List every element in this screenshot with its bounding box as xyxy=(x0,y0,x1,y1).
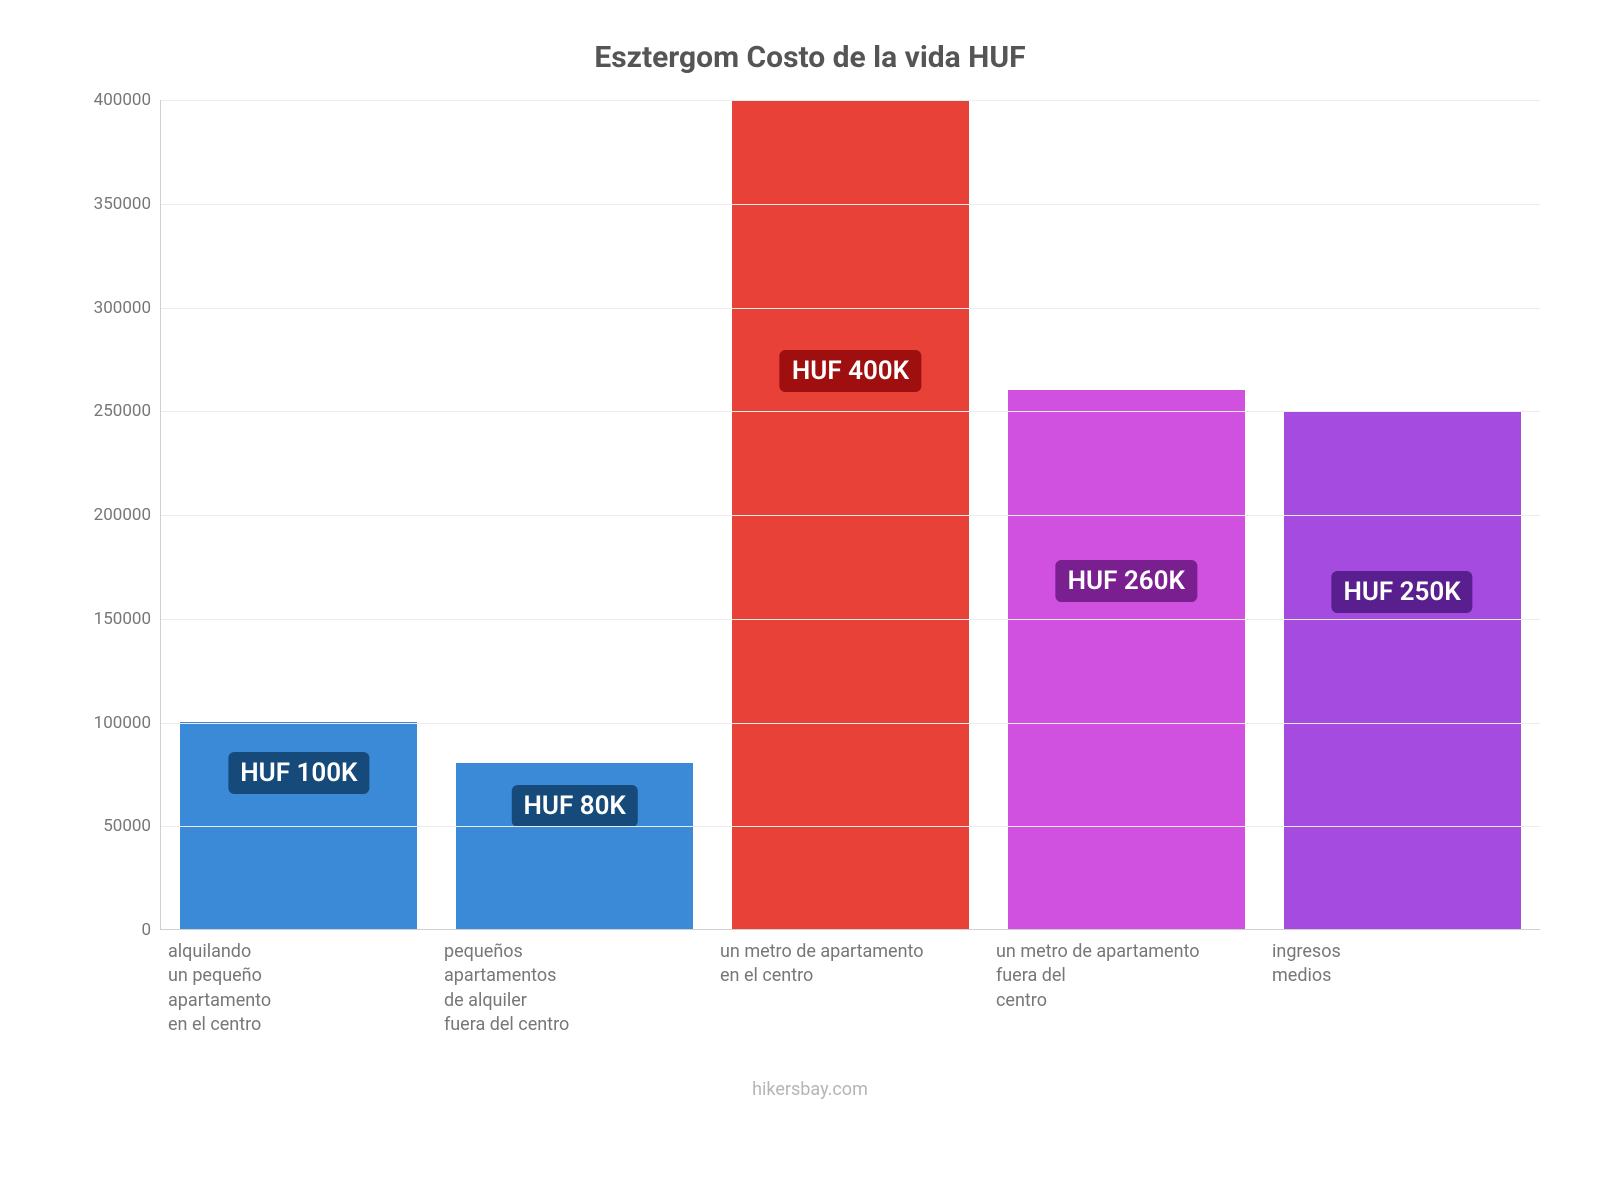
gridline xyxy=(161,723,1540,724)
gridline xyxy=(161,411,1540,412)
y-tick-label: 150000 xyxy=(94,609,151,629)
plot-area: HUF 100KHUF 80KHUF 400KHUF 260KHUF 250K … xyxy=(160,100,1540,930)
y-tick-label: 50000 xyxy=(103,816,151,836)
bar-value-badge: HUF 100K xyxy=(228,752,369,794)
bar-value-badge: HUF 80K xyxy=(511,785,637,827)
y-tick-label: 200000 xyxy=(94,505,151,525)
bar-value-badge: HUF 260K xyxy=(1056,560,1197,602)
x-axis-label: alquilando un pequeño apartamento en el … xyxy=(160,940,436,1037)
bar-value-badge: HUF 250K xyxy=(1331,571,1472,613)
chart-title: Esztergom Costo de la vida HUF xyxy=(80,40,1540,75)
x-axis-labels: alquilando un pequeño apartamento en el … xyxy=(160,940,1540,1037)
bar: HUF 80K xyxy=(456,763,693,929)
gridline xyxy=(161,100,1540,101)
y-tick-label: 350000 xyxy=(94,194,151,214)
x-axis-label: ingresos medios xyxy=(1264,940,1540,1037)
y-tick-label: 100000 xyxy=(94,713,151,733)
y-tick-label: 300000 xyxy=(94,298,151,318)
gridline xyxy=(161,308,1540,309)
y-tick-label: 0 xyxy=(141,920,151,940)
chart-container: Esztergom Costo de la vida HUF HUF 100K H… xyxy=(80,40,1540,1100)
bar-value-badge: HUF 400K xyxy=(780,350,921,392)
gridline xyxy=(161,515,1540,516)
x-axis-label: un metro de apartamento fuera del centro xyxy=(988,940,1264,1037)
gridline xyxy=(161,204,1540,205)
gridline xyxy=(161,619,1540,620)
gridline xyxy=(161,826,1540,827)
y-tick-label: 250000 xyxy=(94,401,151,421)
bar: HUF 250K xyxy=(1284,411,1521,929)
bar: HUF 260K xyxy=(1008,390,1245,929)
x-axis-label: pequeños apartamentos de alquiler fuera … xyxy=(436,940,712,1037)
chart-credit: hikersbay.com xyxy=(80,1079,1540,1100)
y-tick-label: 400000 xyxy=(94,90,151,110)
x-axis-label: un metro de apartamento en el centro xyxy=(712,940,988,1037)
